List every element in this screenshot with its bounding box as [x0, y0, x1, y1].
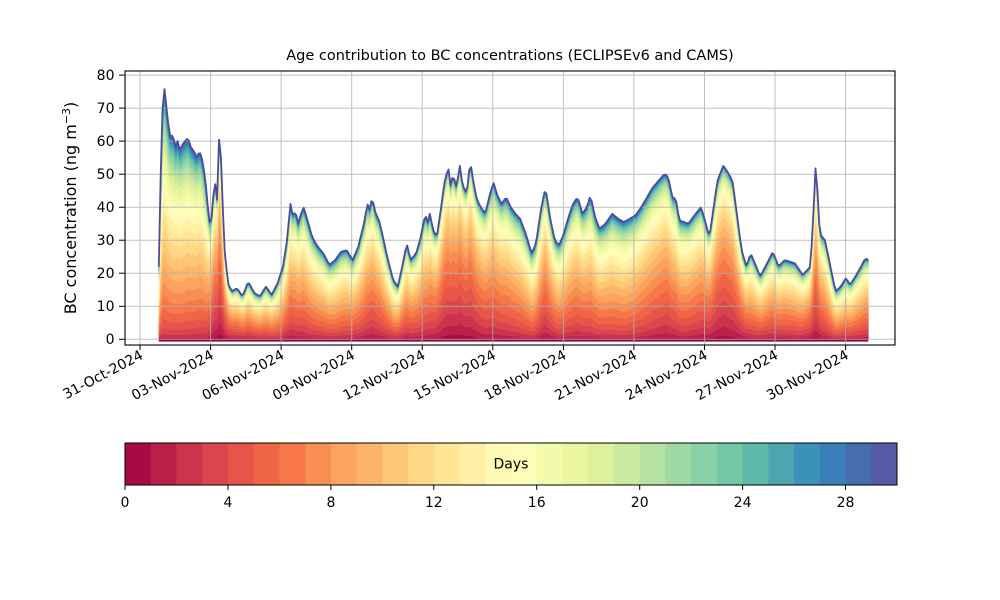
colorbar-tick-label: 0	[121, 495, 130, 511]
colorbar-cell	[125, 443, 152, 485]
y-tick-label: 70	[97, 101, 115, 117]
colorbar-tick-label: 24	[734, 495, 752, 511]
colorbar-cell	[408, 443, 435, 485]
colorbar-tick-label: 28	[837, 495, 855, 511]
colorbar-cell	[279, 443, 306, 485]
chart-title: Age contribution to BC concentrations (E…	[286, 48, 733, 64]
colorbar-cell	[613, 443, 641, 485]
colorbar-cell	[382, 443, 409, 485]
colorbar-cell	[665, 443, 692, 485]
stacked-age-layers	[158, 88, 869, 340]
colorbar-cell	[459, 443, 486, 485]
y-tick-label: 40	[97, 200, 115, 216]
x-axis-ticks: 31-Oct-202403-Nov-202406-Nov-202409-Nov-…	[61, 345, 852, 404]
colorbar-tick-label: 20	[631, 495, 649, 511]
colorbar-tick-label: 16	[528, 495, 546, 511]
colorbar-tick-label: 8	[326, 495, 335, 511]
y-axis-label-suffix: )	[61, 102, 80, 108]
axes-frame	[124, 70, 896, 346]
colorbar-cell	[562, 443, 589, 485]
colorbar: 0 4 8 12 16 20 24 28	[121, 442, 898, 511]
colorbar-cell	[485, 443, 512, 485]
colorbar-cell	[742, 443, 769, 485]
y-tick-label: 60	[97, 134, 115, 150]
colorbar-cell	[433, 443, 461, 485]
y-tick-label: 50	[97, 167, 115, 183]
colorbar-cell	[356, 443, 383, 485]
colorbar-tick-label: 4	[223, 495, 232, 511]
colorbar-cell	[845, 443, 872, 485]
y-axis-label-text: BC concentration (ng m	[61, 124, 80, 314]
colorbar-cell	[330, 443, 358, 485]
y-axis-ticks: 0 10 20 30 40 50 60 70 80	[97, 68, 125, 348]
colorbar-cell	[227, 443, 255, 485]
colorbar-cell	[819, 443, 847, 485]
y-tick-label: 10	[97, 299, 115, 315]
colorbar-cell	[639, 443, 666, 485]
colorbar-cell	[511, 443, 538, 485]
colorbar-cell	[716, 443, 744, 485]
colorbar-label: Days	[494, 457, 529, 473]
y-tick-label: 0	[106, 332, 115, 348]
colorbar-cell	[768, 443, 795, 485]
colorbar-cell	[150, 443, 177, 485]
y-tick-label: 20	[97, 266, 115, 282]
colorbar-cell	[176, 443, 203, 485]
colorbar-cell	[253, 443, 280, 485]
y-tick-label: 80	[97, 68, 115, 84]
total-bc-envelope-line	[157, 88, 870, 297]
colorbar-cell	[691, 443, 718, 485]
y-axis-label-exponent: −3	[60, 108, 73, 124]
colorbar-cell	[305, 443, 332, 485]
colorbar-cell	[202, 443, 229, 485]
colorbar-cell	[588, 443, 615, 485]
colorbar-cell	[871, 443, 898, 485]
y-tick-label: 30	[97, 233, 115, 249]
colorbar-tick-label: 12	[425, 495, 443, 511]
colorbar-cell	[536, 443, 563, 485]
colorbar-cell	[794, 443, 821, 485]
y-axis-label: BC concentration (ng m−3)	[60, 102, 80, 315]
